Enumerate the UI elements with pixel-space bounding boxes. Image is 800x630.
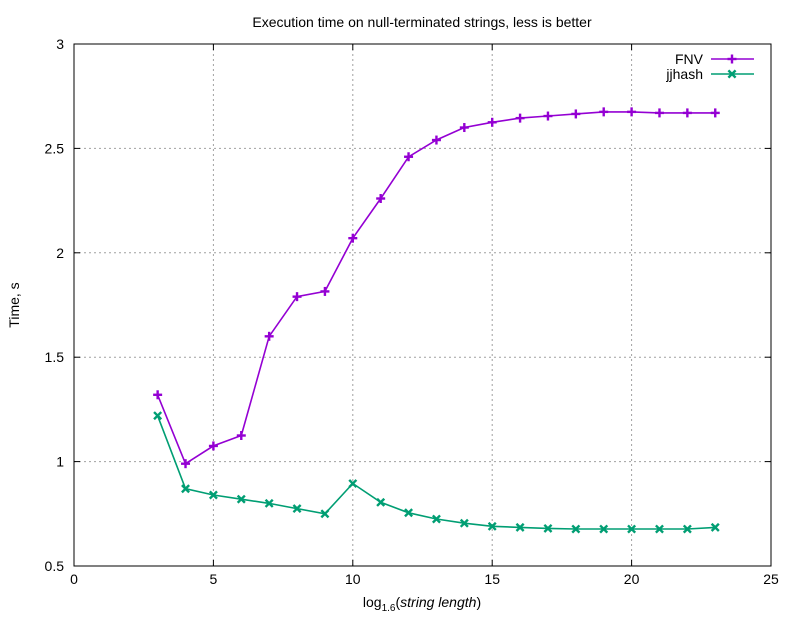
data-point-jjhash [487, 521, 497, 531]
data-point-fnv [459, 123, 469, 133]
data-point-jjhash [655, 524, 664, 534]
grid [74, 44, 771, 566]
series-jjhash [153, 411, 720, 534]
data-point-fnv [264, 331, 274, 341]
data-point-jjhash [682, 524, 692, 534]
y-axis-label: Time, s [6, 282, 22, 327]
data-point-jjhash [459, 518, 469, 528]
legend-label-jjhash: jjhash [665, 66, 703, 82]
data-point-fnv [599, 107, 609, 117]
data-point-fnv [320, 286, 330, 296]
data-point-fnv [571, 109, 581, 119]
y-tick-label: 2.5 [45, 140, 65, 156]
y-tick-label: 1 [56, 454, 64, 470]
data-point-fnv [627, 107, 637, 117]
y-tick-label: 0.5 [45, 558, 65, 574]
data-point-jjhash [320, 509, 330, 519]
data-point-jjhash [710, 522, 720, 532]
data-point-fnv [208, 441, 218, 451]
x-tick-label: 10 [345, 571, 361, 587]
data-point-jjhash [208, 490, 218, 500]
y-tick-label: 2 [56, 245, 64, 261]
x-axis-label: log1.6(string length) [363, 594, 481, 614]
data-point-fnv [153, 390, 163, 400]
data-point-jjhash [236, 494, 246, 504]
data-point-jjhash [181, 484, 190, 494]
series-layer [153, 107, 720, 534]
data-point-fnv [404, 152, 414, 162]
data-point-jjhash [431, 514, 441, 524]
data-point-jjhash [404, 508, 414, 518]
data-point-jjhash [515, 522, 525, 532]
x-axis-label-log: log [363, 594, 382, 610]
x-tick-label: 15 [484, 571, 500, 587]
x-axis-label-open: ( [395, 594, 400, 610]
data-point-jjhash [264, 498, 274, 508]
legend-label-fnv: FNV [675, 51, 704, 67]
data-point-fnv [515, 113, 525, 123]
x-axis-label-quantity: string length [400, 594, 476, 610]
data-point-jjhash [599, 524, 609, 534]
data-point-fnv [710, 108, 720, 118]
data-point-jjhash [153, 411, 163, 421]
plot-frame [73, 43, 772, 567]
data-point-fnv [543, 111, 553, 121]
data-point-fnv [487, 117, 497, 127]
data-point-fnv [682, 108, 692, 118]
x-tick-labels: 0 5 10 15 20 25 [70, 571, 779, 587]
legend-marker-jjhash [727, 69, 737, 79]
legend-marker-fnv [727, 54, 737, 64]
x-tick-label: 0 [70, 571, 78, 587]
tick-marks [73, 43, 772, 567]
data-point-fnv [654, 108, 664, 118]
data-point-jjhash [543, 523, 553, 533]
data-point-jjhash [376, 497, 386, 507]
x-tick-label: 20 [624, 571, 640, 587]
y-tick-label: 1.5 [45, 349, 65, 365]
series-fnv [153, 107, 720, 469]
data-point-fnv [292, 292, 302, 302]
data-point-fnv [181, 459, 191, 469]
data-point-jjhash [292, 504, 302, 514]
x-tick-label: 25 [763, 571, 779, 587]
data-point-fnv [376, 194, 386, 204]
data-point-jjhash [571, 524, 581, 534]
y-tick-label: 3 [56, 36, 64, 52]
data-point-fnv [236, 431, 246, 440]
x-tick-label: 5 [210, 571, 218, 587]
data-point-jjhash [348, 479, 358, 488]
y-tick-labels: 0.5 1 1.5 2 2.5 3 [45, 36, 65, 574]
chart-title: Execution time on null-terminated string… [252, 14, 592, 30]
data-point-jjhash [627, 524, 637, 534]
data-point-fnv [431, 135, 441, 145]
data-point-fnv [348, 233, 358, 243]
x-axis-label-close: ) [476, 594, 481, 610]
x-axis-label-base: 1.6 [382, 603, 396, 614]
